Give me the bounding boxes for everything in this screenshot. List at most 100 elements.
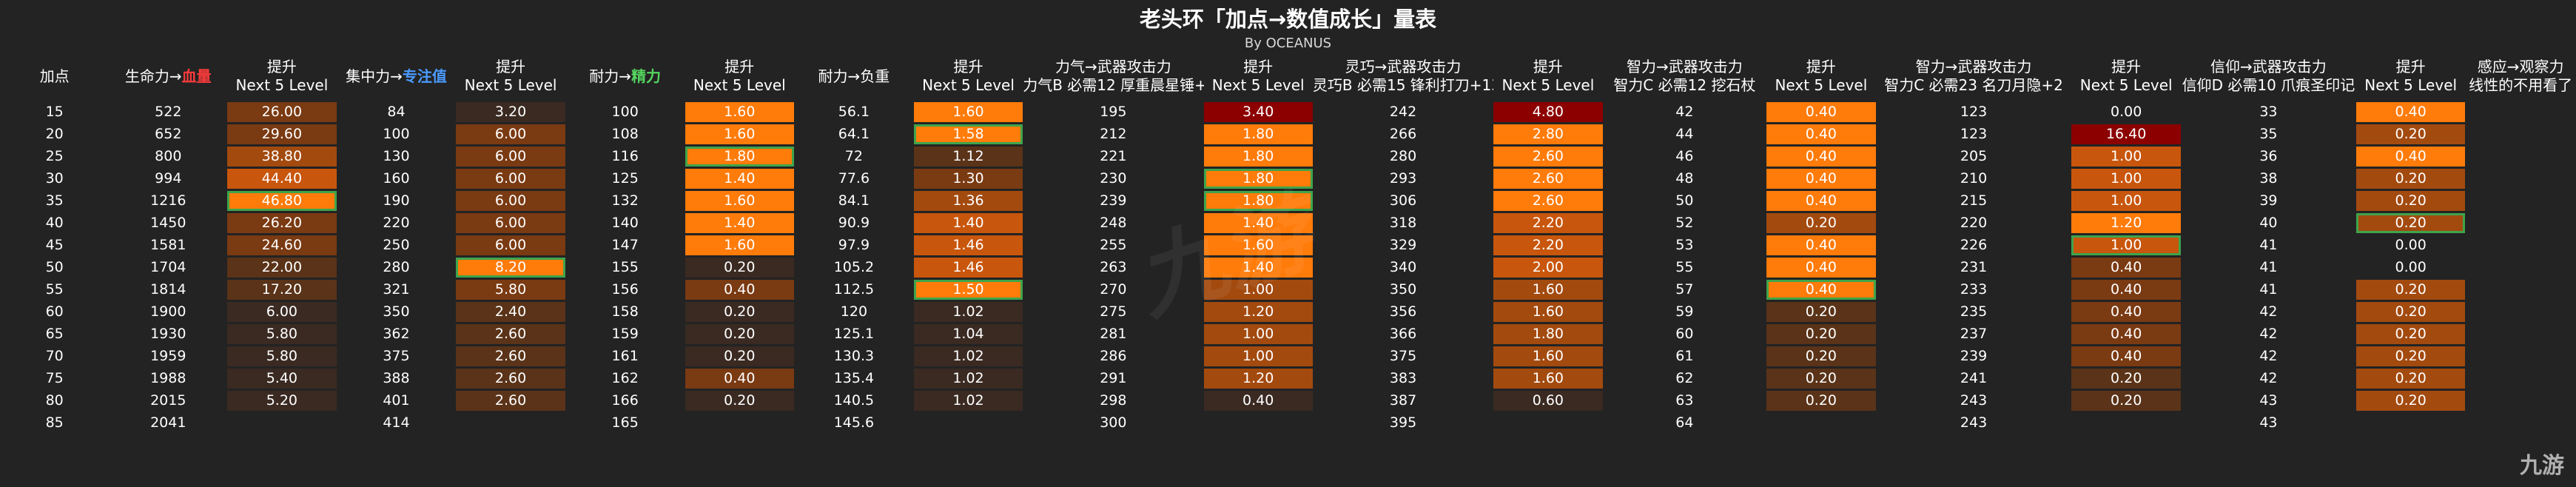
cell-dexterity-attack: 266 — [1313, 123, 1493, 145]
cell-strength-gain: 0.40 — [1203, 389, 1313, 412]
cell-value: 5.40 — [227, 368, 337, 389]
cell-value: 1900 — [150, 303, 186, 320]
header-load-gain: 提升 Next 5 Level — [914, 52, 1023, 101]
cell-endurance-load: 130.3 — [794, 345, 914, 367]
cell-strength-gain: 1.80 — [1203, 123, 1313, 145]
cell-value: 0.20 — [2355, 279, 2466, 300]
cell-value: 42 — [2259, 325, 2278, 342]
cell-value — [2465, 369, 2576, 389]
cell-value: 1930 — [150, 325, 186, 342]
header-int-sword-gain: 提升 Next 5 Level — [2071, 52, 2180, 101]
stat-growth-table: 加点 生命力→血量 提升 Next 5 Level 集中力→专注值 提升 Next 5 Le… — [0, 52, 2576, 434]
cell-int-staff-attack: 42 — [1603, 101, 1767, 123]
cell-int-sword-attack: 123 — [1876, 123, 2072, 145]
cell-value: 2.60 — [1493, 190, 1603, 211]
cell-value: 0.00 — [2071, 101, 2181, 122]
cell-dexterity-attack: 350 — [1313, 278, 1493, 300]
cell-value: 40 — [2259, 214, 2278, 231]
cell-value: 6.00 — [456, 190, 565, 211]
cell-dexterity-gain: 1.60 — [1493, 278, 1603, 300]
cell-value: 0.40 — [1766, 235, 1876, 255]
cell-faith-attack: 43 — [2181, 389, 2356, 412]
cell-strength-gain: 1.80 — [1203, 167, 1313, 189]
cell-mind-gain: 5.80 — [456, 278, 565, 300]
cell-value: 1.00 — [2071, 168, 2181, 189]
cell-value: 0.20 — [685, 390, 794, 411]
header-line1: 提升 — [266, 58, 297, 75]
cell-level: 85 — [0, 412, 109, 434]
cell-value: 375 — [383, 347, 410, 364]
cell-stamina-gain: 1.40 — [685, 212, 794, 234]
cell-value: 248 — [1100, 214, 1127, 231]
header-line2: 信仰D 必需10 爪痕圣印记 — [2181, 76, 2356, 95]
cell-dexterity-attack: 318 — [1313, 212, 1493, 234]
cell-value: 1.60 — [1493, 368, 1603, 389]
cell-mind-gain: 2.40 — [456, 300, 565, 323]
cell-value: 41 — [2259, 281, 2278, 298]
cell-value: 105.2 — [833, 258, 875, 275]
table-row: 35 1216 46.80 190 6.00 132 1.60 84.1 1.36 239 1.80… — [0, 189, 2576, 212]
header-line2: Next 5 Level — [227, 76, 336, 95]
cell-endurance-stamina: 166 — [565, 389, 685, 412]
cell-strength-attack: 230 — [1023, 167, 1203, 189]
cell-mind-gain: 8.20 — [456, 256, 565, 278]
cell-dexterity-attack: 387 — [1313, 389, 1493, 412]
header-label: 加点 — [39, 67, 70, 85]
cell-value: 0.20 — [1766, 212, 1876, 233]
header-level: 加点 — [0, 52, 109, 101]
cell-value: 1.60 — [685, 101, 794, 122]
cell-load-gain: 1.02 — [913, 389, 1023, 412]
cell-value — [227, 413, 336, 433]
cell-value: 239 — [1960, 347, 1988, 364]
cell-mind-fp: 280 — [337, 256, 457, 278]
cell-arcane-discovery — [2465, 145, 2576, 167]
cell-value: 43 — [2259, 392, 2278, 409]
cell-endurance-stamina: 125 — [565, 167, 685, 189]
cell-mind-gain: 2.60 — [456, 323, 565, 345]
cell-value — [914, 413, 1023, 433]
table-row: 50 1704 22.00 280 8.20 155 0.20 105.2 1.46 263 1.4… — [0, 256, 2576, 278]
header-line2: 线性的不用看了 — [2465, 76, 2576, 95]
cell-vigor-gain: 6.00 — [227, 300, 337, 323]
cell-arcane-discovery — [2465, 256, 2576, 278]
cell-int-staff-attack: 57 — [1603, 278, 1767, 300]
table-row: 30 994 44.40 160 6.00 125 1.40 77.6 1.30 230 1.80 2… — [0, 167, 2576, 189]
header-label: Next 5 Level — [235, 76, 329, 94]
cell-value: 84.1 — [838, 192, 870, 209]
cell-int-sword-attack: 241 — [1876, 367, 2072, 389]
cell-dexterity-gain: 4.80 — [1493, 101, 1603, 123]
cell-value: 1.00 — [2071, 190, 2181, 211]
cell-int-sword-gain: 1.00 — [2071, 167, 2181, 189]
cell-load-gain: 1.02 — [913, 345, 1023, 367]
cell-dexterity-gain: 2.20 — [1493, 234, 1603, 256]
header-vigor-gain: 提升 Next 5 Level — [227, 52, 336, 101]
cell-value: 36 — [2259, 147, 2278, 164]
header-accent: 血量 — [181, 67, 212, 85]
cell-value: 1.60 — [685, 190, 794, 211]
cell-endurance-stamina: 147 — [565, 234, 685, 256]
cell-value: 241 — [1960, 369, 1988, 386]
cell-value: 161 — [611, 347, 639, 364]
cell-dexterity-attack: 366 — [1313, 323, 1493, 345]
cell-mind-fp: 190 — [337, 189, 457, 212]
cell-value: 2015 — [150, 392, 186, 409]
cell-vigor-hp: 1900 — [109, 300, 227, 323]
cell-value: 1.30 — [913, 168, 1023, 189]
cell-arcane-discovery — [2465, 123, 2576, 145]
cell-vigor-gain: 44.40 — [227, 167, 337, 189]
cell-endurance-load: 112.5 — [794, 278, 914, 300]
cell-value: 42 — [1675, 103, 1694, 120]
cell-value: 0.40 — [1766, 257, 1876, 278]
cell-value: 50 — [45, 258, 64, 275]
cell-value: 1216 — [150, 192, 186, 209]
cell-dexterity-gain: 2.20 — [1493, 212, 1603, 234]
cell-value: 130.3 — [833, 347, 875, 364]
header-line1: 力气→武器攻击力 — [1055, 58, 1171, 75]
cell-value: 1.80 — [685, 146, 794, 167]
cell-value: 280 — [1389, 147, 1417, 164]
cell-value: 63 — [1675, 392, 1694, 409]
cell-dexterity-gain: 2.60 — [1493, 189, 1603, 212]
cell-value: 20 — [45, 125, 64, 142]
cell-value: 0.20 — [2355, 346, 2466, 366]
cell-value: 3.20 — [456, 101, 565, 122]
